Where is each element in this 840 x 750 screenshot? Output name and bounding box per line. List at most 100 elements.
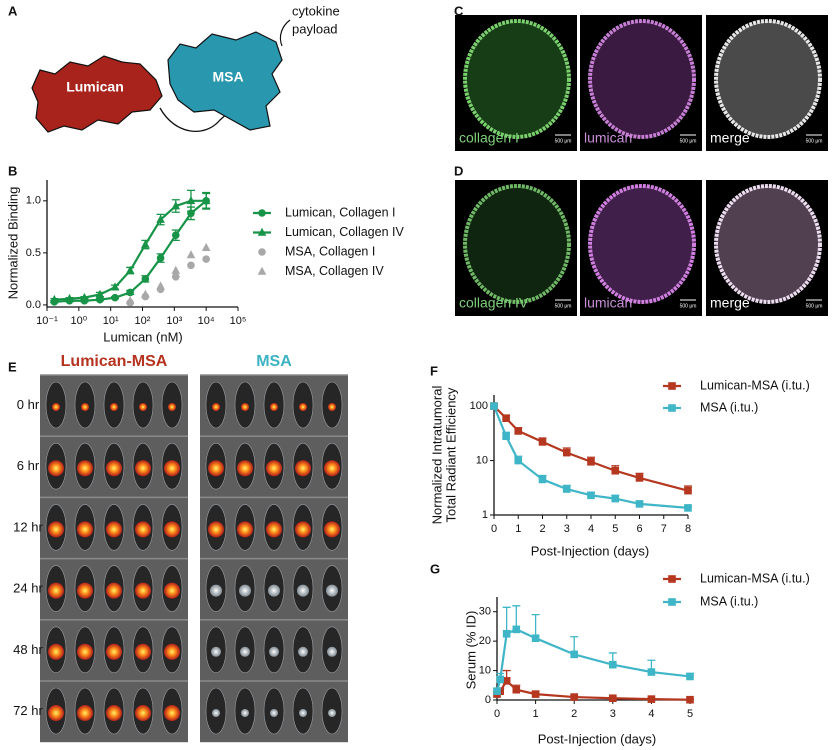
marker xyxy=(686,672,694,681)
marker xyxy=(111,293,119,302)
marker xyxy=(538,475,547,484)
marker xyxy=(110,282,120,291)
signal xyxy=(77,582,93,599)
signal xyxy=(241,403,249,411)
x-tick-label: 5 xyxy=(687,708,693,720)
marker xyxy=(512,685,521,694)
x-axis-label: Post-Injection (days) xyxy=(531,543,650,558)
marker xyxy=(609,694,617,703)
x-tick-label: 10¹ xyxy=(103,315,119,327)
signal xyxy=(77,643,93,660)
marker xyxy=(502,432,510,441)
x-tick-label: 10³ xyxy=(166,315,182,327)
signal xyxy=(208,460,224,477)
x-tick-label: 7 xyxy=(661,523,667,535)
signal xyxy=(106,643,122,660)
panel-label: F xyxy=(430,363,438,378)
stain-label: merge xyxy=(710,130,750,146)
signal xyxy=(297,584,309,597)
signal xyxy=(269,646,279,657)
scale-label: 500 μm xyxy=(555,138,572,144)
signal xyxy=(295,521,311,538)
payload-label: cytokine xyxy=(292,3,340,18)
scale-label: 500 μm xyxy=(680,303,697,309)
stain-label: collagen I xyxy=(459,130,519,146)
group-label: MSA xyxy=(256,353,292,370)
marker xyxy=(490,402,498,410)
series-line xyxy=(54,199,207,303)
legend-label: Lumican-MSA (i.tu.) xyxy=(700,378,810,392)
legend-marker xyxy=(258,248,266,256)
x-tick-label: 0 xyxy=(494,708,500,720)
y-tick-label: 10 xyxy=(476,454,488,466)
marker xyxy=(171,265,181,274)
signal xyxy=(298,646,308,657)
marker xyxy=(125,265,135,274)
marker xyxy=(95,289,105,298)
signal xyxy=(77,705,93,721)
marker xyxy=(156,214,165,223)
signal xyxy=(106,460,122,477)
tissue xyxy=(714,19,822,139)
signal xyxy=(328,709,336,717)
marker xyxy=(186,196,196,205)
marker xyxy=(187,261,195,270)
group-label: Lumican-MSA xyxy=(61,353,168,370)
signal xyxy=(135,643,151,660)
signal xyxy=(48,582,64,599)
marker xyxy=(570,693,578,701)
marker xyxy=(493,687,501,695)
tissue xyxy=(588,184,696,304)
signal xyxy=(110,403,118,411)
signal xyxy=(212,403,220,411)
marker xyxy=(512,625,521,634)
marker xyxy=(80,292,89,301)
marker xyxy=(635,474,644,482)
series-line xyxy=(54,199,207,301)
marker xyxy=(538,438,547,446)
marker xyxy=(201,196,211,205)
signal xyxy=(77,460,93,477)
marker xyxy=(611,466,620,475)
marker xyxy=(202,255,210,263)
legend-marker xyxy=(668,404,676,412)
series-line xyxy=(493,405,689,492)
signal xyxy=(266,460,282,477)
x-tick-label: 2 xyxy=(571,708,577,720)
signal xyxy=(106,582,122,599)
signal xyxy=(164,521,180,538)
marker xyxy=(562,485,571,493)
stain-label: collagen IV xyxy=(459,295,529,311)
marker xyxy=(496,675,505,684)
signal xyxy=(48,643,64,660)
panel-label: D xyxy=(454,163,463,178)
stain-label: merge xyxy=(710,295,750,311)
x-tick-label: 3 xyxy=(564,523,570,535)
x-tick-label: 4 xyxy=(648,708,654,720)
axis xyxy=(496,597,690,701)
error-bar xyxy=(531,614,540,639)
x-tick-label: 6 xyxy=(636,523,642,535)
marker xyxy=(126,288,134,297)
scale-label: 500 μm xyxy=(680,138,697,144)
x-axis-label: Lumican (nM) xyxy=(103,329,182,344)
signal xyxy=(268,584,280,597)
signal xyxy=(135,460,151,477)
signal xyxy=(210,584,222,597)
signal xyxy=(241,709,249,717)
signal xyxy=(324,460,340,477)
signal xyxy=(135,582,151,599)
marker xyxy=(562,448,571,457)
signal xyxy=(164,705,180,721)
signal xyxy=(299,709,307,717)
legend-label: Lumican-MSA (i.tu.) xyxy=(700,571,810,585)
error-bar xyxy=(512,605,521,630)
signal xyxy=(295,460,311,477)
signal xyxy=(106,705,122,721)
legend-label: MSA (i.tu.) xyxy=(700,594,758,608)
signal xyxy=(48,705,64,721)
marker xyxy=(96,295,104,304)
marker xyxy=(141,289,150,298)
legend-label: MSA, Collagen IV xyxy=(285,264,384,278)
signal xyxy=(77,521,93,538)
